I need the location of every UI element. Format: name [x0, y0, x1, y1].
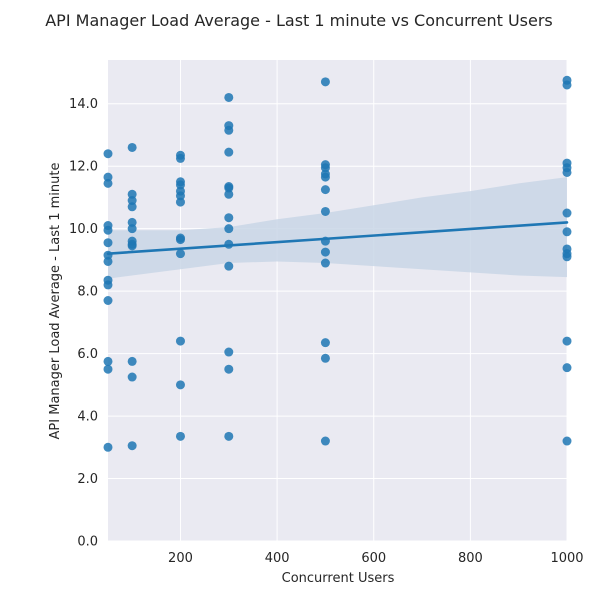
confidence-band-group: [108, 177, 567, 279]
data-point: [224, 183, 234, 193]
data-point: [103, 225, 113, 235]
y-axis-label: API Manager Load Average - Last 1 minute: [48, 163, 63, 440]
data-point: [127, 224, 137, 234]
data-point: [103, 296, 113, 305]
y-axis-ticks: 0.0 2.0 4.0 6.0 8.0 10.0 12.0 14.0: [69, 97, 98, 549]
data-point: [224, 431, 234, 441]
data-point: [127, 142, 137, 152]
y-tick-label: 4.0: [77, 410, 98, 425]
data-point: [320, 77, 330, 87]
data-points: [103, 75, 572, 452]
y-tick-label: 12.0: [69, 160, 98, 175]
data-point: [127, 241, 137, 251]
x-tick-label: 600: [361, 551, 386, 566]
x-tick-label: 200: [168, 551, 193, 566]
x-tick-label: 1000: [550, 551, 583, 566]
data-point: [103, 178, 113, 188]
data-point: [224, 189, 234, 199]
y-tick-label: 8.0: [77, 285, 98, 300]
data-point: [103, 238, 113, 248]
y-tick-label: 14.0: [69, 97, 98, 112]
data-point: [320, 258, 330, 268]
data-point: [224, 92, 234, 102]
data-point: [175, 235, 185, 245]
x-axis-label: Concurrent Users: [282, 571, 395, 586]
data-point: [127, 441, 137, 451]
data-point: [127, 372, 137, 382]
data-point: [103, 149, 113, 159]
data-point: [224, 147, 234, 157]
data-point: [175, 249, 185, 259]
data-point: [562, 80, 572, 90]
data-point: [224, 261, 234, 271]
data-point: [320, 206, 330, 216]
data-point: [127, 217, 137, 227]
data-point: [562, 363, 572, 373]
data-point: [562, 252, 572, 262]
data-point: [320, 436, 330, 446]
data-point: [224, 364, 234, 374]
data-point: [224, 125, 234, 135]
data-point: [127, 196, 137, 206]
grid-lines: [108, 60, 568, 542]
data-point: [320, 163, 330, 173]
data-point: [562, 227, 572, 237]
data-point: [175, 191, 185, 201]
chart-title: API Manager Load Average - Last 1 minute…: [45, 11, 553, 30]
data-point: [562, 436, 572, 446]
data-point: [562, 208, 572, 218]
data-point: [127, 189, 137, 199]
data-point: [320, 185, 330, 195]
x-axis-ticks: 200 400 600 800 1000: [168, 551, 583, 566]
data-point: [127, 356, 137, 366]
data-point: [175, 180, 185, 190]
data-point: [224, 213, 234, 223]
data-point: [320, 353, 330, 363]
plot-area: [108, 60, 567, 541]
regression-line-group: [106, 221, 569, 255]
y-tick-label: 2.0: [77, 472, 98, 487]
data-point: [224, 347, 234, 357]
data-point: [103, 280, 113, 290]
data-point: [320, 172, 330, 182]
y-tick-label: 0.0: [77, 535, 98, 550]
data-point: [175, 336, 185, 346]
y-tick-label: 10.0: [69, 222, 98, 237]
data-point: [127, 202, 137, 212]
data-point: [175, 380, 185, 390]
data-point: [103, 364, 113, 374]
data-point: [103, 442, 113, 452]
data-point: [103, 356, 113, 366]
data-point: [320, 338, 330, 348]
x-tick-label: 400: [265, 551, 290, 566]
confidence-band: [108, 177, 567, 279]
data-point: [175, 431, 185, 441]
data-point: [224, 224, 234, 234]
data-point: [175, 197, 185, 207]
data-point: [320, 247, 330, 257]
data-point: [562, 167, 572, 177]
data-point: [175, 153, 185, 163]
y-tick-label: 6.0: [77, 347, 98, 362]
regression-line: [106, 221, 569, 255]
data-point: [103, 172, 113, 182]
data-point: [103, 256, 113, 266]
x-tick-label: 800: [458, 551, 483, 566]
data-point: [562, 336, 572, 346]
